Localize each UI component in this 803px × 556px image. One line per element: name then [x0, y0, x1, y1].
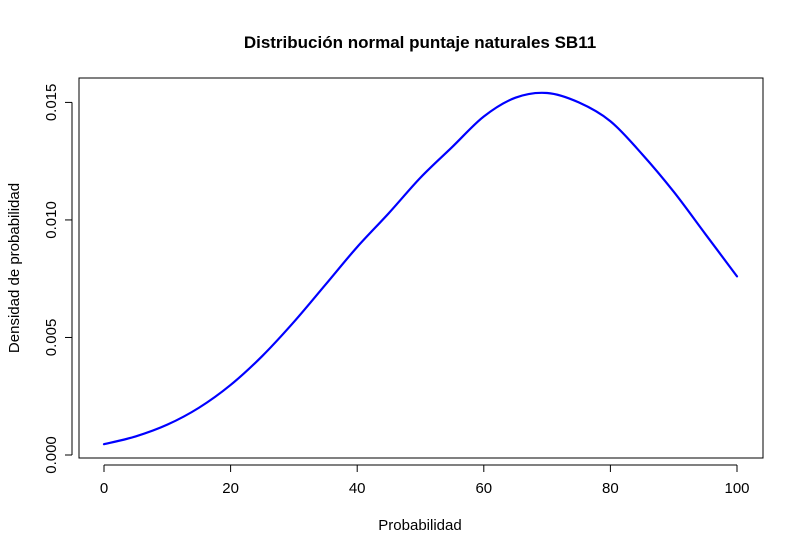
x-tick-label: 0: [100, 480, 108, 497]
y-tick-label: 0.005: [43, 319, 60, 357]
y-tick-label: 0.010: [43, 201, 60, 239]
y-axis-label: Densidad de probabilidad: [6, 183, 23, 353]
series-layer: [102, 91, 739, 446]
x-tick-label: 40: [349, 480, 366, 497]
chart-title: Distribución normal puntaje naturales SB…: [244, 33, 596, 52]
x-tick-label: 60: [475, 480, 492, 497]
x-tick-label: 100: [724, 480, 749, 497]
plot-frame: [78, 77, 764, 459]
x-axis: 0 20 40 60 80 100: [100, 464, 750, 497]
density-curve: [102, 91, 739, 446]
y-axis: 0.000 0.005 0.010 0.015: [43, 84, 73, 474]
y-tick-label: 0.015: [43, 84, 60, 122]
x-axis-label: Probabilidad: [378, 517, 461, 534]
y-tick-label: 0.000: [43, 436, 60, 474]
x-tick-label: 20: [222, 480, 239, 497]
x-tick-label: 80: [602, 480, 619, 497]
